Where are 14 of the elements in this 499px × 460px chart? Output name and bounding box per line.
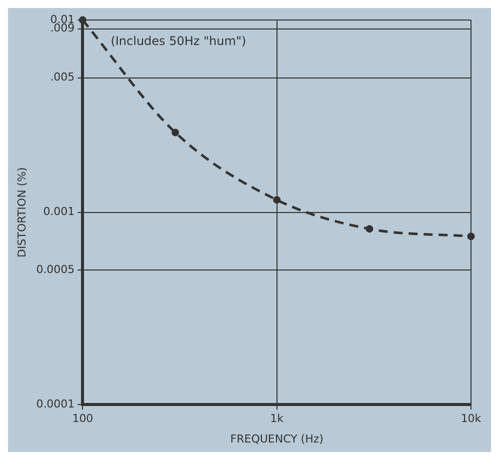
point: [78, 16, 86, 24]
x-tick-label: 100: [72, 412, 94, 426]
x-axis-title: FREQUENCY (Hz): [230, 432, 324, 446]
point: [467, 232, 475, 240]
y-tick-label: .005: [50, 70, 75, 84]
x-tick-label: 10k: [460, 412, 482, 426]
annotation: (Includes 50Hz "hum"): [110, 34, 246, 48]
y-tick-label: 0.001: [43, 205, 75, 218]
y-tick-label: 0.0005: [36, 263, 75, 276]
point: [273, 196, 281, 204]
y-tick-label: .009: [50, 22, 75, 35]
y-tick-label: 0.0001: [36, 397, 75, 410]
x-tick-label: 1k: [270, 412, 284, 426]
y-axis-title: DISTORTION (%): [15, 167, 28, 258]
